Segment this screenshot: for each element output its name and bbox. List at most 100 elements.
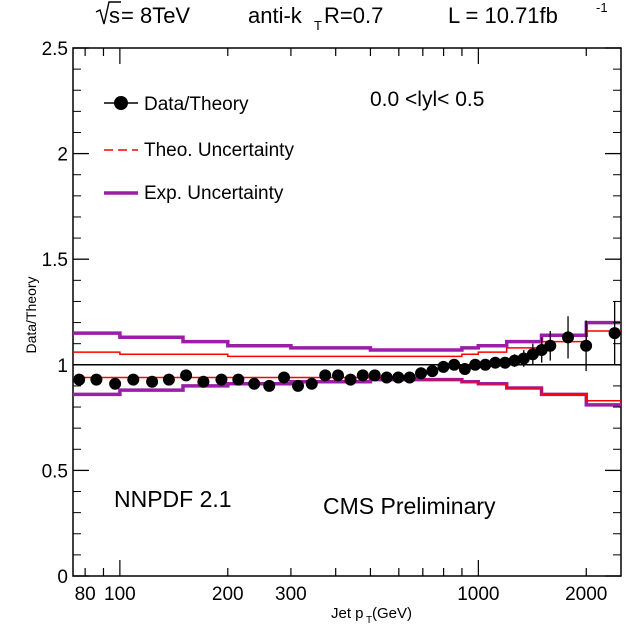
data-point-marker [380,371,393,384]
data-point [90,373,103,386]
data-point [180,369,193,382]
x-axis-title: Jet p T (GeV) [331,605,412,626]
legend-label-theo: Theo. Uncertainty [144,140,294,161]
data-point-marker [90,373,103,386]
data-point [392,371,405,384]
data-point [215,373,228,386]
data-point-marker [403,371,416,384]
y-tick-label: 0.5 [42,461,68,482]
data-point [437,360,450,373]
data-point [162,373,175,386]
data-point-marker [73,373,86,386]
experiment-label: CMS Preliminary [323,493,496,519]
x-axis-label: Jet p [331,605,364,622]
luminosity-label: L = 10.71fb [448,3,558,28]
data-point-marker [517,352,530,365]
y-tick-label: 2.5 [42,39,68,60]
data-point [489,356,502,369]
data-point-marker [180,369,193,382]
legend-item-theo: Theo. Uncertainty [104,140,294,161]
radius-label: R=0.7 [324,3,383,28]
data-point-marker [232,373,245,386]
uncertainty-bands [73,320,621,407]
x-axis-label-unit: (GeV) [372,605,412,622]
y-axis-label: Data/Theory [23,276,39,353]
data-point-marker [215,373,228,386]
data-point-marker [469,358,482,371]
data-point-marker [392,371,405,384]
data-point [469,358,482,371]
algorithm-subscript: T [314,18,322,33]
data-point [499,356,512,369]
y-axis: 0 0.5 1 1.5 2 2.5 [42,39,621,588]
data-point-marker [127,373,140,386]
data-point [403,371,416,384]
data-point [332,369,345,382]
data-point [73,373,86,386]
data-point-marker [162,373,175,386]
data-point [380,371,393,384]
rapidity-range-label: 0.0 <lyl< 0.5 [370,88,484,111]
data-point-marker [437,360,450,373]
data-point-marker [263,379,276,392]
data-point-marker [292,379,305,392]
data-point [479,358,492,371]
data-point [292,379,305,392]
data-point [458,363,471,376]
data-point [580,320,593,372]
data-point-marker [332,369,345,382]
chart-header: s = 8TeV anti-k T R=0.7 L = 10.71fb -1 [95,0,608,33]
data-point-marker [344,373,357,386]
data-point-marker [508,354,521,367]
x-tick-label: 100 [104,584,136,605]
x-axis: 80 100 200 300 1000 2000 [75,48,607,605]
data-point-marker [415,367,428,380]
x-tick-label: 1000 [457,584,499,605]
data-point-marker [356,369,369,382]
data-point [344,373,357,386]
data-point [608,301,621,365]
sqrt-s-label: s [109,3,120,28]
data-point [544,331,557,361]
data-point [263,379,276,392]
legend-label-data: Data/Theory [144,94,249,115]
data-point [415,367,428,380]
data-point-marker [544,339,557,352]
legend-marker-dot [114,96,128,110]
data-point [368,369,381,382]
data-point-marker [146,375,159,388]
data-point-marker [197,375,210,388]
x-tick-label: 2000 [565,584,607,605]
x-tick-label: 80 [75,584,96,605]
data-point [517,350,530,367]
data-point-marker [319,369,332,382]
data-points [73,301,621,392]
data-point [109,377,122,390]
y-tick-label: 1.5 [42,250,68,271]
data-point-marker [580,339,593,352]
data-point-marker [248,377,261,390]
data-point-marker [479,358,492,371]
legend: Data/Theory Theo. Uncertainty Exp. Uncer… [104,94,294,204]
data-point-marker [499,356,512,369]
luminosity-superscript: -1 [596,0,608,15]
legend-item-exp: Exp. Uncertainty [104,183,284,204]
energy-label: = 8TeV [121,3,190,28]
y-tick-label: 1 [57,356,68,377]
data-point [305,377,318,390]
x-axis-label-subscript: T [366,615,372,626]
data-point-marker [305,377,318,390]
data-point-marker [448,358,461,371]
data-point [448,358,461,371]
data-point [426,365,439,378]
data-point [197,375,210,388]
data-point-marker [608,327,621,340]
data-point-marker [489,356,502,369]
data-point-marker [109,377,122,390]
data-point [562,316,575,359]
data-point [319,369,332,382]
data-point [127,373,140,386]
data-point [232,373,245,386]
pdf-set-label: NNPDF 2.1 [114,486,232,512]
